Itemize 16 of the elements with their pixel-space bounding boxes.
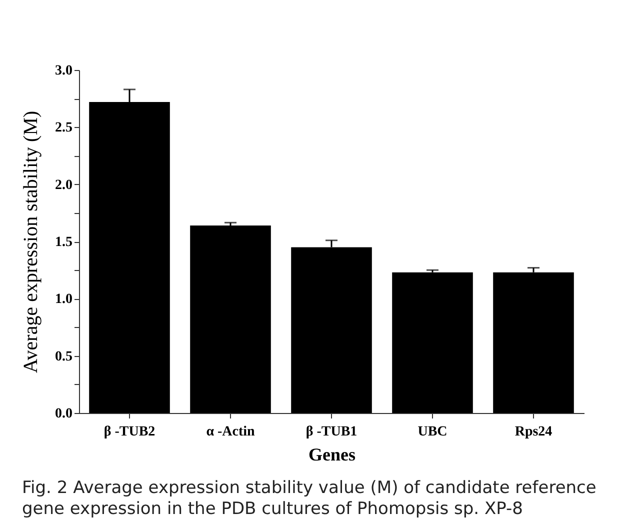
x-axis-title: Genes bbox=[308, 444, 356, 464]
y-tick-label: 3.0 bbox=[55, 64, 72, 78]
y-tick-label: 1.5 bbox=[55, 235, 72, 250]
y-tick-label: 0.5 bbox=[55, 349, 72, 364]
y-tick-label: 0.0 bbox=[55, 406, 72, 422]
x-tick-label: α -Actin bbox=[206, 424, 256, 440]
y-tick-label: 2.5 bbox=[55, 120, 72, 136]
y-axis-title: Average expression stability (M) bbox=[20, 110, 42, 374]
x-tick-label: β -TUB1 bbox=[306, 424, 358, 440]
x-tick-label: Rps24 bbox=[514, 424, 552, 440]
x-tick-label: UBC bbox=[418, 424, 448, 440]
bar bbox=[493, 272, 574, 413]
y-tick-label: 2.0 bbox=[55, 178, 72, 193]
caption: Fig. 2 Average expression stability value (M) of candidate reference gene expression in the PDB cultures of Phomopsis sp. XP-8 bbox=[22, 478, 598, 520]
x-tick-label: β -TUB2 bbox=[104, 424, 156, 440]
y-tick-label: 1.0 bbox=[55, 292, 72, 308]
